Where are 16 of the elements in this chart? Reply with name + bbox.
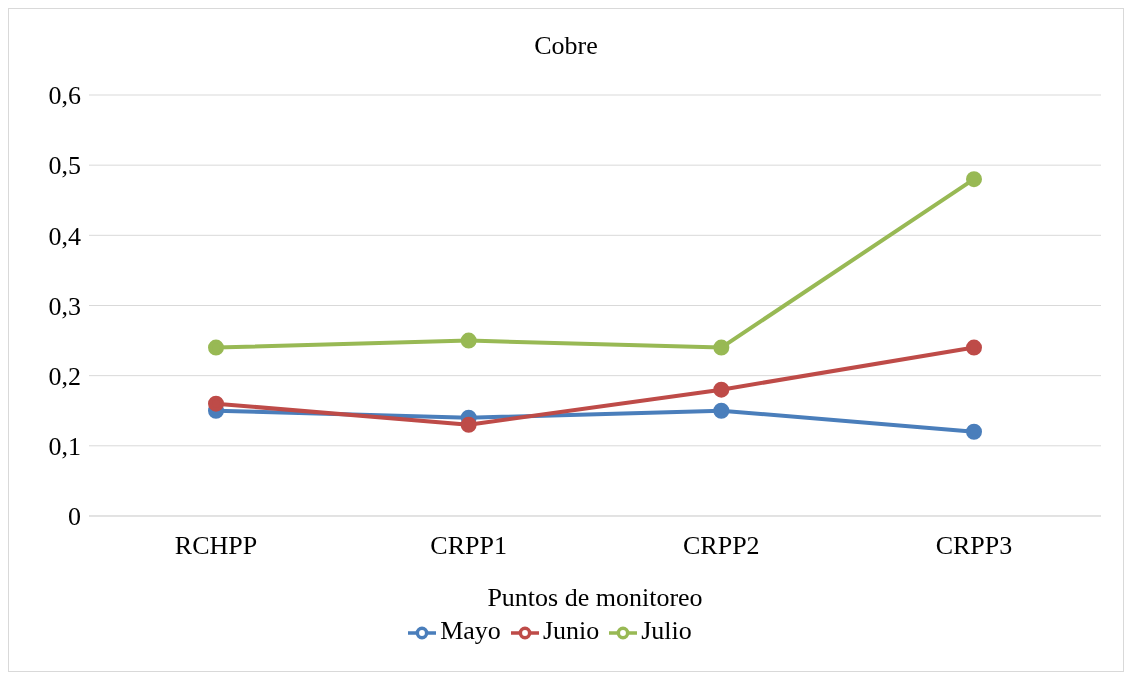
y-tick-label: 0,1	[48, 432, 81, 462]
legend-label: Junio	[542, 615, 600, 645]
y-tick-label: 0,4	[48, 221, 81, 251]
y-tick-label: 0,3	[48, 291, 81, 321]
legend-label: Mayo	[440, 615, 501, 645]
y-tick-label: 0	[68, 502, 81, 532]
y-tick-label: 0,6	[48, 81, 81, 111]
x-tick-label: CRPP1	[430, 531, 507, 561]
x-tick-label: CRPP3	[935, 531, 1013, 561]
y-tick-label: 0,5	[48, 151, 81, 181]
chart-title: Cobre	[533, 31, 599, 61]
x-tick-label: RCHPP	[174, 531, 258, 561]
x-tick-label: CRPP2	[683, 531, 760, 561]
x-axis-title: Puntos de monitoreo	[487, 582, 703, 612]
y-tick-label: 0,2	[48, 361, 81, 391]
legend-label: Julio	[641, 615, 692, 645]
